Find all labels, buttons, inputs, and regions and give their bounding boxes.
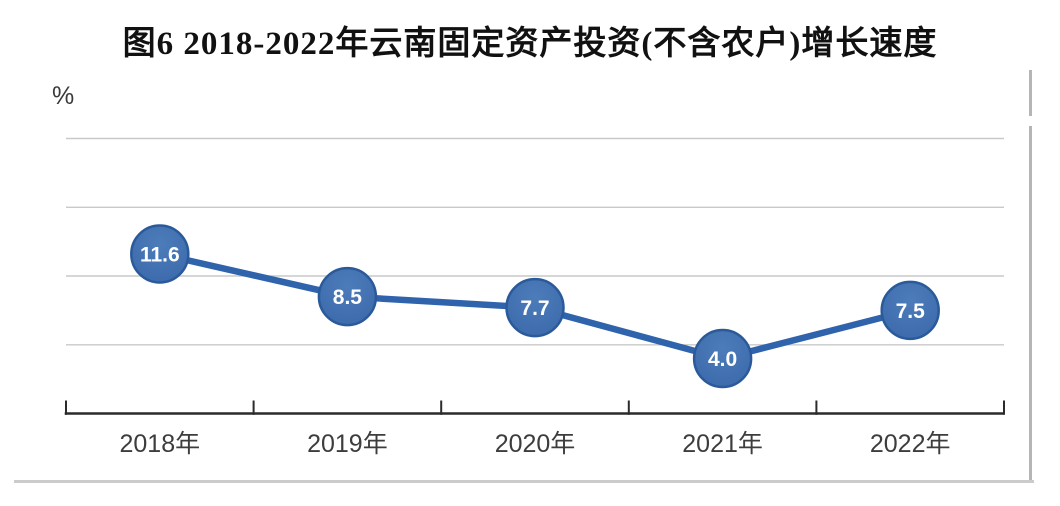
data-point-marker-2021 (692, 328, 753, 389)
data-point-marker-2022 (880, 280, 940, 341)
chart-title: 图6 2018-2022年云南固定资产投资(不含农户)增长速度 (122, 26, 938, 62)
data-point-label: 7.5 (896, 300, 926, 323)
data-point-label: 8.5 (333, 286, 363, 309)
x-axis-label-2018: 2018年 (119, 430, 200, 458)
data-point-label: 4.0 (708, 348, 737, 371)
page-right-border (1029, 126, 1032, 483)
page-bottom-border (14, 480, 1034, 483)
x-axis-label-2021: 2021年 (682, 430, 763, 458)
data-point-label: 11.6 (140, 244, 180, 267)
x-axis-label-2020: 2020年 (495, 430, 576, 458)
data-point-marker-2019 (317, 266, 378, 327)
data-point-label: 7.7 (520, 297, 549, 320)
x-axis-label-2019: 2019年 (307, 430, 388, 458)
data-point-marker-2018 (130, 224, 190, 284)
page-right-border-upper (1029, 70, 1032, 116)
x-axis-label-2022: 2022年 (870, 430, 951, 458)
data-point-marker-2020 (505, 277, 565, 338)
y-axis-unit-label: % (52, 82, 75, 110)
